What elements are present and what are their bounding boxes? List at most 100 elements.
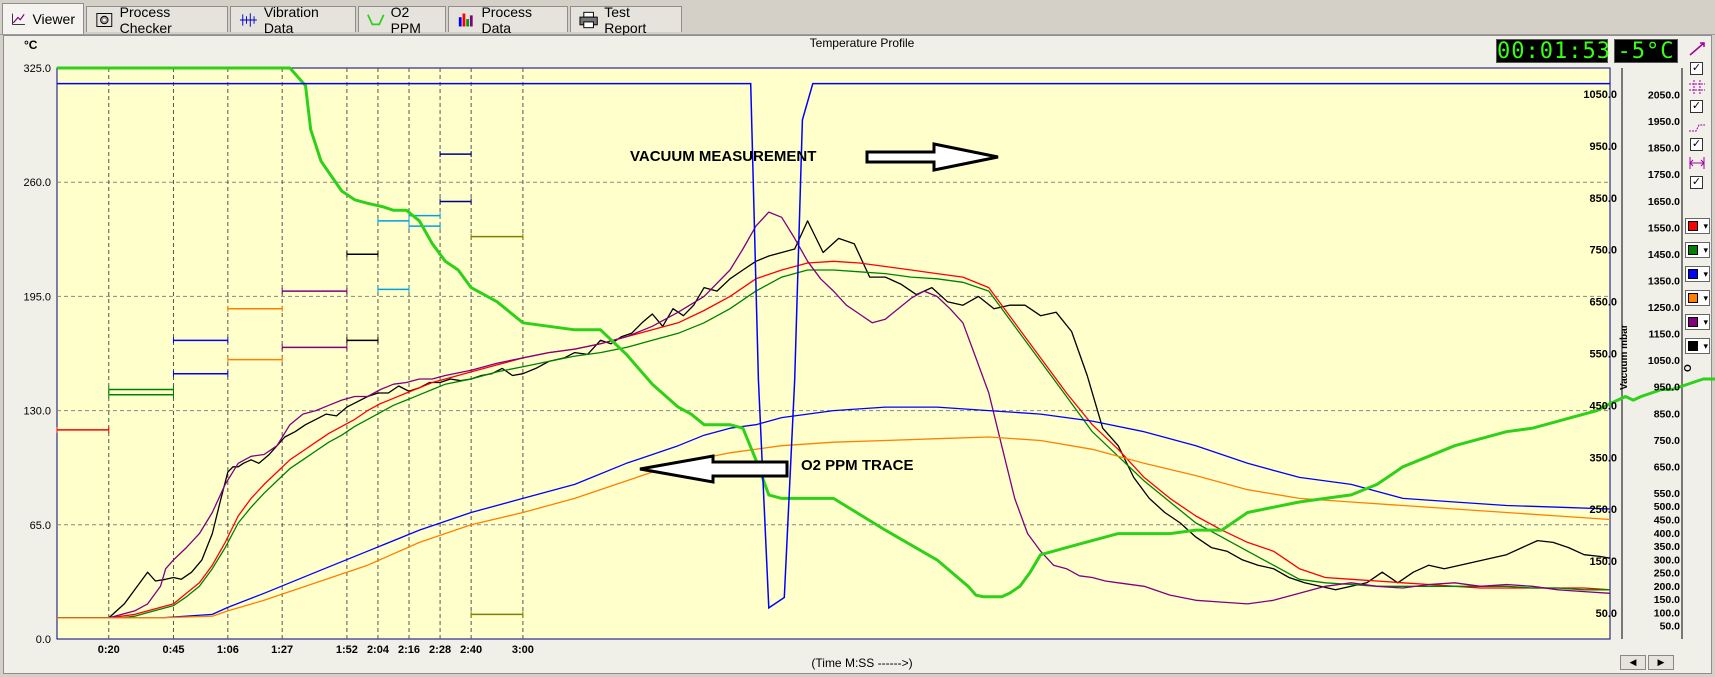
y3-tick-label: 1250.0 <box>1648 302 1680 314</box>
y2-tick-label: 350.0 <box>1589 452 1617 464</box>
x-tick-label: 1:06 <box>217 644 239 656</box>
printer-icon <box>579 11 598 28</box>
y-tick-label: 65.0 <box>30 520 51 532</box>
series-line <box>57 406 1611 619</box>
x-tick-label: 2:40 <box>460 644 482 656</box>
tab-process-data[interactable]: Process Data <box>448 4 568 36</box>
y3-tick-label: 400.0 <box>1654 528 1680 540</box>
color-select-red[interactable]: ▾ <box>1685 218 1710 234</box>
o2-trace-icon <box>367 13 385 25</box>
x-axis-label: (Time M:SS ------>) <box>811 656 912 670</box>
tab-label: Vibration Data <box>263 3 319 36</box>
chart-side-toolbar: ✓ ✓ ✓ ✓ ▾ ▾ ▾ ▾ ▾ ▾ <box>1682 38 1712 368</box>
series-lines <box>57 66 1715 619</box>
chevron-down-icon: ▾ <box>1703 293 1708 303</box>
y3-tick-label: 1650.0 <box>1648 196 1680 208</box>
tab-label: Test Report <box>604 3 647 36</box>
y3-tick-label: 150.0 <box>1654 594 1680 606</box>
zoom-line-tool[interactable] <box>1686 40 1708 58</box>
y3-tick-label: 1050.0 <box>1648 355 1680 367</box>
y2-tick-label: 850.0 <box>1589 193 1617 205</box>
y-tick-label: 0.0 <box>36 634 51 646</box>
vacuum-trace-line <box>57 82 1610 610</box>
line-chart-icon <box>12 13 25 25</box>
chevron-down-icon: ▾ <box>1703 317 1708 327</box>
y3-axis-label: O <box>1683 364 1694 372</box>
annotation-o2-ppm-trace: O2 PPM TRACE <box>801 457 914 474</box>
range-tool[interactable] <box>1686 154 1708 172</box>
y2-tick-label: 650.0 <box>1589 297 1617 309</box>
elapsed-time-readout: 00:01:53 <box>1496 39 1611 64</box>
tab-label: Viewer <box>32 11 75 27</box>
color-select-black[interactable]: ▾ <box>1685 338 1710 354</box>
checkbox-2[interactable]: ✓ <box>1690 100 1703 113</box>
series-line <box>57 260 1611 619</box>
y3-tick-label: 250.0 <box>1654 568 1680 580</box>
x-tick-label: 3:00 <box>512 644 534 656</box>
bar-chart-icon <box>458 13 473 26</box>
y2-axis-label: Vacuum mbar <box>1619 324 1630 390</box>
y3-tick-label: 1550.0 <box>1648 222 1680 234</box>
x-tick-label: 1:27 <box>271 644 293 656</box>
y3-tick-label: 500.0 <box>1654 501 1680 513</box>
chevron-down-icon: ▾ <box>1703 221 1708 231</box>
color-select-blue[interactable]: ▾ <box>1685 266 1710 282</box>
y3-tick-label: 50.0 <box>1660 621 1681 633</box>
tab-label: Process Data <box>481 3 533 36</box>
y3-tick-label: 1850.0 <box>1648 143 1680 155</box>
y3-tick-label: 950.0 <box>1654 382 1680 394</box>
right-arrow-icon <box>865 142 999 172</box>
color-select-orange[interactable]: ▾ <box>1685 290 1710 306</box>
y3-tick-label: 1750.0 <box>1648 169 1680 181</box>
segment-markers <box>56 151 524 618</box>
y2-tick-label: 750.0 <box>1589 245 1617 257</box>
color-select-green[interactable]: ▾ <box>1685 242 1710 258</box>
x-tick-label: 2:28 <box>429 644 451 656</box>
tab-vibration-data[interactable]: Vibration Data <box>230 4 356 36</box>
checkbox-3[interactable]: ✓ <box>1690 138 1703 151</box>
checkbox-1[interactable]: ✓ <box>1690 62 1703 75</box>
series-line <box>57 66 1715 599</box>
series-line <box>57 220 1611 619</box>
y2-tick-label: 1050.0 <box>1583 89 1617 101</box>
checkbox-4[interactable]: ✓ <box>1690 176 1703 189</box>
gridlines <box>57 68 1683 639</box>
color-select-purple[interactable]: ▾ <box>1685 314 1710 330</box>
tab-process-checker[interactable]: Process Checker <box>86 4 228 36</box>
annotation-vacuum-measurement: VACUUM MEASUREMENT <box>630 148 816 165</box>
diagonal-line-icon <box>1689 42 1705 56</box>
tab-viewer[interactable]: Viewer <box>2 3 84 34</box>
tab-test-report[interactable]: Test Report <box>570 4 682 36</box>
x-tick-label: 0:20 <box>98 644 120 656</box>
scroll-left-button[interactable]: ◀ <box>1620 655 1646 670</box>
o2-annotation: O2 PPM TRACE <box>639 454 914 484</box>
y2-tick-label: 150.0 <box>1589 556 1617 568</box>
x-tick-label: 1:52 <box>336 644 358 656</box>
y-tick-label: 325.0 <box>23 63 51 75</box>
scroll-right-button[interactable]: ▶ <box>1648 655 1674 670</box>
crosshair-icon <box>1689 80 1705 94</box>
y3-tick-label: 350.0 <box>1654 541 1680 553</box>
x-tick-label: 2:16 <box>398 644 420 656</box>
crosshair-tool[interactable] <box>1686 78 1708 96</box>
y3-tick-label: 550.0 <box>1654 488 1680 500</box>
y3-tick-label: 2050.0 <box>1648 90 1680 102</box>
y2-tick-label: 950.0 <box>1589 141 1617 153</box>
y-tick-label: 130.0 <box>23 406 51 418</box>
y3-tick-label: 650.0 <box>1654 461 1680 473</box>
dashed-line-tool[interactable] <box>1686 118 1708 136</box>
axis-ticks: 0.0 65.0 130.0 195.0 260.0 325.0 0:20 0:45 1:06 1… <box>23 63 1680 656</box>
y2-tick-label: 450.0 <box>1589 400 1617 412</box>
y2-tick-label: 250.0 <box>1589 504 1617 516</box>
y2-tick-label: 550.0 <box>1589 349 1617 361</box>
chevron-down-icon: ▾ <box>1703 341 1708 351</box>
vacuum-annotation: VACUUM MEASUREMENT <box>630 142 999 172</box>
chart-title: Temperature Profile <box>810 36 915 50</box>
y3-tick-label: 200.0 <box>1654 581 1680 593</box>
range-icon <box>1689 157 1705 169</box>
tab-label: Process Checker <box>119 3 172 36</box>
series-line <box>57 269 1610 619</box>
tab-bar: Viewer Process Checker Vibration Data O2… <box>0 0 1715 36</box>
tab-o2-ppm[interactable]: O2 PPM <box>358 4 446 36</box>
